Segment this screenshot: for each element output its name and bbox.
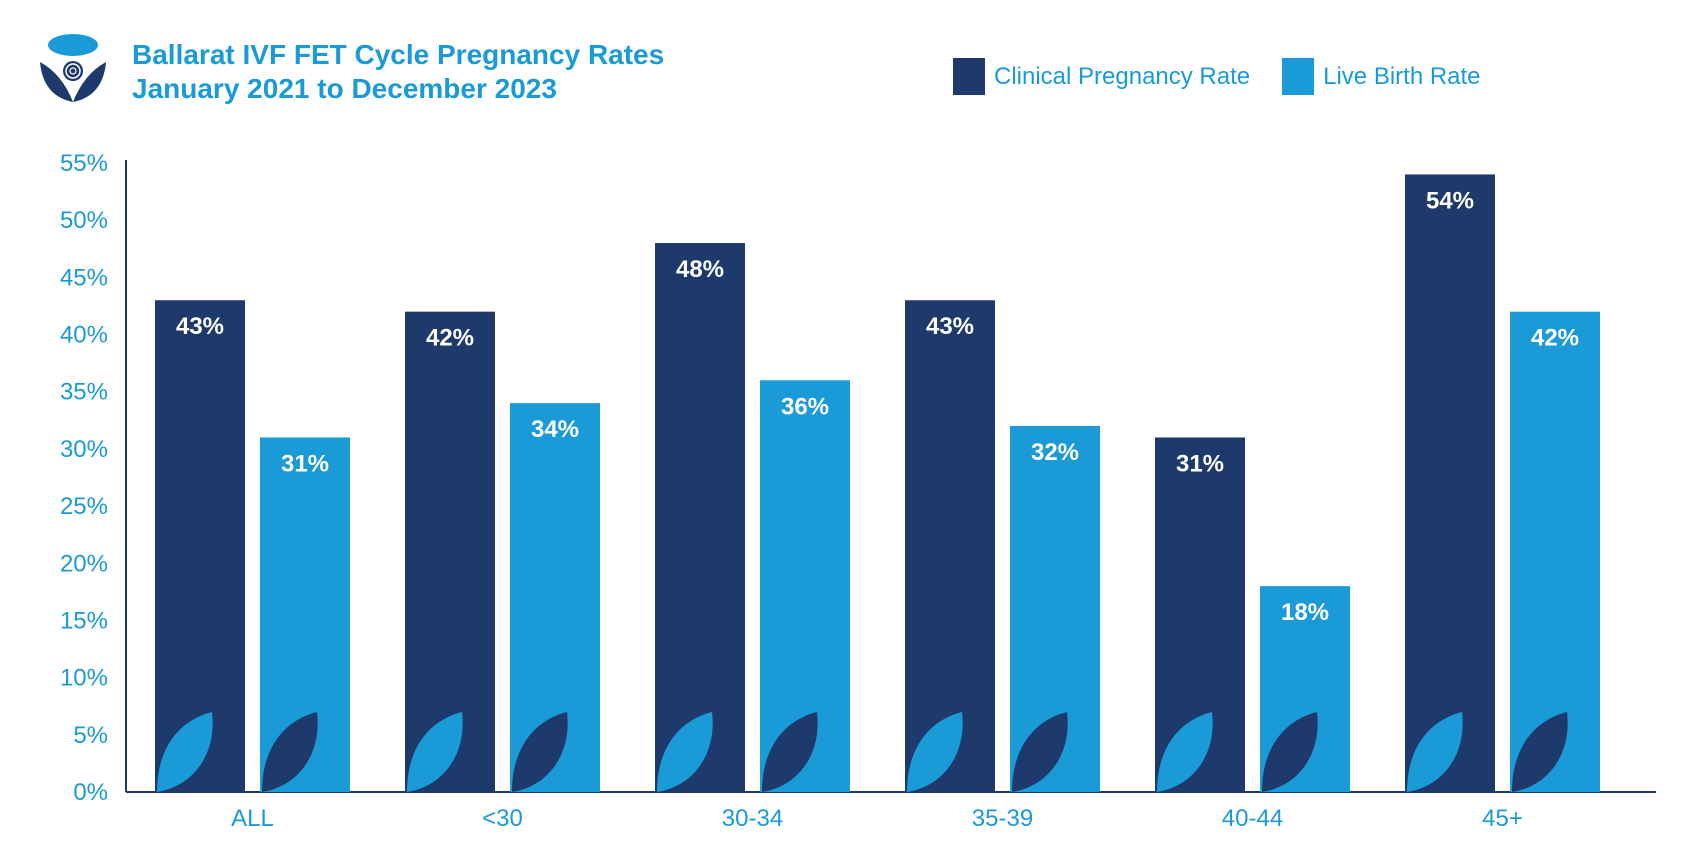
bar-leaf-decoration (407, 712, 463, 792)
bar-clinical (155, 300, 245, 792)
y-tick-label: 30% (60, 436, 108, 463)
bar-leaf-decoration (657, 712, 713, 792)
y-tick-label: 0% (73, 779, 108, 806)
bar-leaf-decoration (1512, 712, 1568, 792)
clinic-logo-icon (40, 34, 106, 102)
data-label-live-birth: 32% (1031, 439, 1079, 466)
bar-leaf-decoration (262, 712, 318, 792)
bar-leaf-decoration (512, 712, 568, 792)
bar-leaf-decoration (1407, 712, 1463, 792)
y-tick-label: 35% (60, 379, 108, 406)
legend-label-clinical: Clinical Pregnancy Rate (994, 62, 1251, 90)
x-tick-label: 35-39 (972, 805, 1033, 832)
bar-live-birth (1510, 311, 1600, 792)
data-label-clinical: 43% (926, 313, 974, 340)
data-label-clinical: 48% (676, 256, 724, 283)
x-tick-label: 30-34 (722, 805, 783, 832)
data-label-live-birth: 18% (1281, 599, 1329, 626)
data-label-clinical: 42% (426, 325, 474, 352)
chart-header: Ballarat IVF FET Cycle Pregnancy Rates J… (0, 0, 1696, 130)
y-tick-label: 40% (60, 322, 108, 349)
bar-clinical (655, 243, 745, 792)
bar-clinical (1405, 174, 1495, 792)
chart-title: Ballarat IVF FET Cycle Pregnancy Rates J… (132, 38, 664, 106)
legend-swatch-clinical (953, 58, 985, 95)
bar-leaf-decoration (1012, 712, 1068, 792)
x-tick-label: 45+ (1482, 805, 1523, 832)
chart-legend: Clinical Pregnancy Rate Live Birth Rate (953, 58, 1513, 95)
y-tick-label: 10% (60, 665, 108, 692)
data-label-live-birth: 34% (531, 416, 579, 443)
y-tick-label: 5% (73, 722, 108, 749)
legend-item-live-birth-rate: Live Birth Rate (1282, 58, 1481, 95)
y-tick-label: 15% (60, 607, 108, 634)
bar-leaf-decoration (907, 712, 963, 792)
data-label-clinical: 54% (1426, 187, 1474, 214)
x-tick-label: 40-44 (1222, 805, 1283, 832)
data-label-live-birth: 31% (281, 450, 329, 477)
x-tick-label: ALL (231, 805, 274, 832)
chart-title-line-2: January 2021 to December 2023 (132, 73, 557, 104)
data-label-clinical: 31% (1176, 450, 1224, 477)
y-tick-label: 45% (60, 264, 108, 291)
y-tick-label: 55% (60, 150, 108, 177)
x-tick-label: <30 (482, 805, 523, 832)
bar-leaf-decoration (1157, 712, 1213, 792)
y-tick-label: 50% (60, 207, 108, 234)
bar-clinical (405, 311, 495, 792)
legend-label-live-birth: Live Birth Rate (1323, 62, 1481, 90)
data-label-clinical: 43% (176, 313, 224, 340)
legend-item-clinical-pregnancy-rate: Clinical Pregnancy Rate (953, 58, 1250, 95)
y-tick-label: 25% (60, 493, 108, 520)
data-label-live-birth: 36% (781, 393, 829, 420)
bar-leaf-decoration (157, 712, 213, 792)
data-label-live-birth: 42% (1531, 325, 1579, 352)
chart-title-line-1: Ballarat IVF FET Cycle Pregnancy Rates (132, 39, 665, 70)
bar-leaf-decoration (762, 712, 818, 792)
bar-leaf-decoration (1262, 712, 1318, 792)
legend-swatch-live-birth (1282, 58, 1315, 95)
y-tick-label: 20% (60, 550, 108, 577)
bar-clinical (905, 300, 995, 792)
